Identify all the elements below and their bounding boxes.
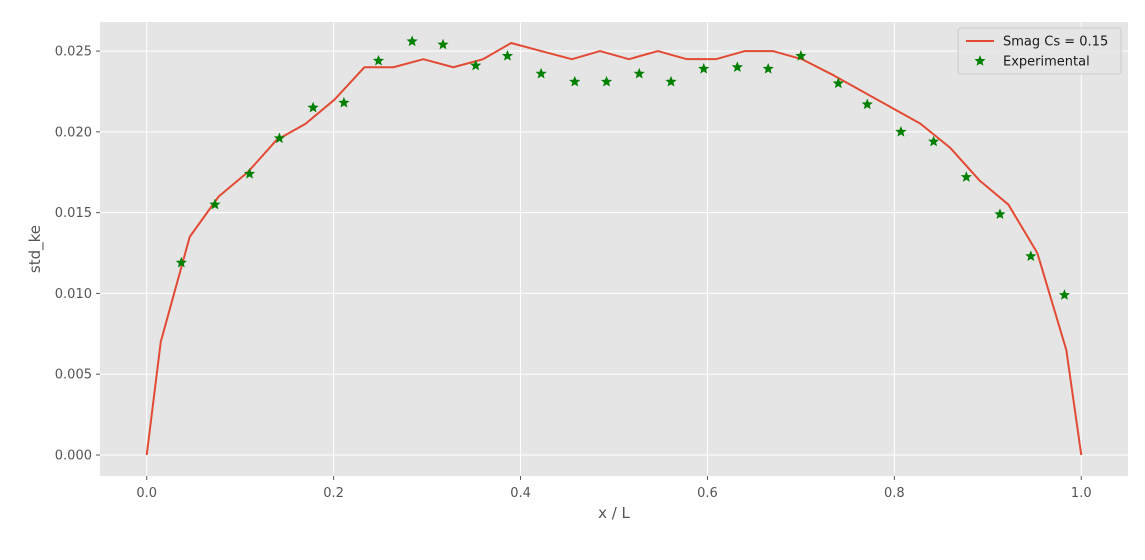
series-experimental-points	[175, 35, 1071, 300]
data-point	[273, 132, 286, 144]
data-point	[437, 38, 449, 50]
data-point	[731, 61, 743, 72]
data-point	[569, 75, 581, 87]
legend-entry-label: Smag Cs = 0.15	[1003, 35, 1108, 50]
data-point	[1058, 289, 1071, 300]
data-point	[406, 35, 418, 47]
data-point	[243, 167, 256, 179]
data-point	[994, 208, 1006, 220]
data-point	[633, 67, 645, 79]
x-tick-label: 0.0	[136, 486, 157, 501]
data-point	[372, 54, 385, 66]
x-tick-label: 0.6	[697, 486, 718, 501]
data-point	[832, 77, 844, 89]
legend: Smag Cs = 0.15 Experimental	[957, 27, 1122, 75]
x-axis-label: x / L	[598, 504, 630, 522]
x-tick-label: 1.0	[1071, 486, 1092, 501]
legend-star-swatch	[974, 55, 986, 66]
y-tick-label: 0.020	[55, 125, 92, 140]
y-tick-label: 0.010	[55, 287, 92, 302]
data-point	[960, 171, 972, 182]
y-tick-label: 0.005	[55, 368, 92, 383]
tick-marks	[96, 50, 1082, 480]
plot-area	[100, 22, 1128, 476]
data-point	[665, 75, 677, 87]
data-point	[600, 75, 613, 87]
series-smag-line	[145, 42, 1083, 456]
x-tick-label: 0.2	[323, 486, 344, 501]
y-tick-label: 0.000	[55, 448, 92, 463]
data-point	[307, 101, 319, 113]
tick-labels: 0.0 0.2 0.4 0.6 0.8 1.0 0.000 0.005 0.010 0.015 0.…	[55, 45, 1092, 501]
data-point	[338, 96, 350, 108]
x-tick-label: 0.8	[884, 486, 905, 501]
data-point	[698, 62, 710, 74]
data-point	[861, 98, 873, 110]
data-point	[795, 50, 807, 61]
y-tick-label: 0.025	[55, 45, 92, 60]
data-point	[209, 198, 221, 210]
data-point	[175, 256, 187, 268]
data-point	[895, 125, 907, 137]
data-point	[1025, 250, 1037, 262]
data-point	[470, 59, 482, 71]
series-line	[145, 42, 1083, 456]
data-point	[928, 135, 940, 147]
data-point	[535, 67, 547, 79]
gridlines	[100, 22, 1128, 476]
legend-box	[957, 27, 1122, 75]
y-axis-label: std_ke	[26, 225, 45, 273]
series-layer	[145, 35, 1083, 456]
x-tick-label: 0.4	[510, 486, 531, 501]
data-point	[762, 62, 774, 74]
y-tick-label: 0.015	[55, 206, 92, 221]
legend-entry-label: Experimental	[1003, 55, 1090, 70]
data-point	[501, 50, 514, 61]
